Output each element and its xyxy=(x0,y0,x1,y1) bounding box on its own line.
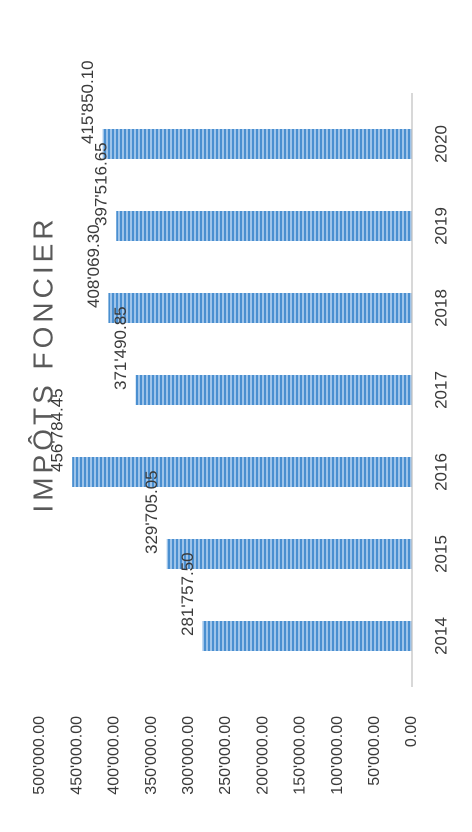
data-label-2018: 408'069.30 xyxy=(84,224,103,308)
bar-2018 xyxy=(108,293,413,323)
value-tick-label: 350'000.00 xyxy=(143,716,160,795)
value-tick-label: 0.00 xyxy=(403,716,420,747)
bars xyxy=(72,129,413,651)
bar-2019 xyxy=(116,211,412,241)
category-label-2015: 2015 xyxy=(431,535,450,573)
category-label-2018: 2018 xyxy=(431,289,450,327)
data-label-2017: 371'490.85 xyxy=(111,306,130,390)
category-label-2019: 2019 xyxy=(431,207,450,245)
chart-title: IMPÔTS FONCIER xyxy=(27,215,58,512)
value-axis-ticks: 0.00 50'000.00 100'000.00 150'000.00 200'000… xyxy=(31,716,420,795)
bar-2020 xyxy=(102,129,412,159)
category-label-2020: 2020 xyxy=(431,125,450,163)
data-label-2015: 329'705.05 xyxy=(142,470,161,554)
category-axis-ticks: 2014 2015 2016 2017 2018 2019 2020 xyxy=(431,125,450,655)
data-label-2014: 281'757.50 xyxy=(178,552,197,636)
category-label-2014: 2014 xyxy=(431,617,450,655)
data-label-2016: 456'784.45 xyxy=(48,388,67,472)
data-label-2020: 415'850.10 xyxy=(78,60,97,144)
data-labels: 281'757.50 329'705.05 456'784.45 371'490.85… xyxy=(48,60,197,636)
bar-2016 xyxy=(72,457,412,487)
bar-2015 xyxy=(166,539,412,569)
value-tick-label: 400'000.00 xyxy=(106,716,123,795)
category-label-2017: 2017 xyxy=(431,371,450,409)
value-tick-label: 100'000.00 xyxy=(329,716,346,795)
value-tick-label: 50'000.00 xyxy=(366,716,383,786)
value-tick-label: 250'000.00 xyxy=(217,716,234,795)
value-tick-label: 300'000.00 xyxy=(180,716,197,795)
value-tick-label: 450'000.00 xyxy=(68,716,85,795)
bar-2017 xyxy=(135,375,412,405)
value-tick-label: 150'000.00 xyxy=(292,716,309,795)
category-label-2016: 2016 xyxy=(431,453,450,491)
data-label-2019: 397'516.65 xyxy=(92,142,111,226)
bar-2014 xyxy=(202,621,412,651)
value-tick-label: 500'000.00 xyxy=(31,716,48,795)
value-tick-label: 200'000.00 xyxy=(254,716,271,795)
